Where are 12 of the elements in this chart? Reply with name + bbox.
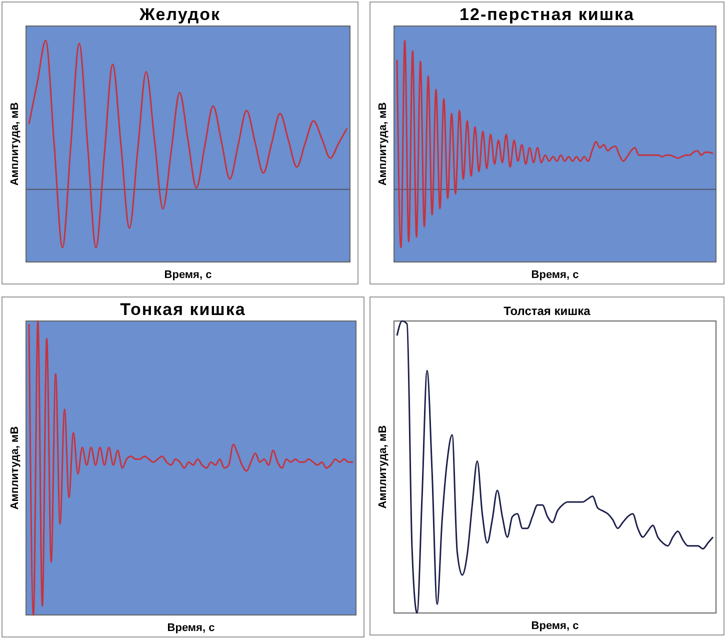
y-axis-title: Амплитуда, мВ (9, 102, 21, 186)
chart-title: Желудок (138, 5, 221, 24)
y-axis-title: Амплитуда, мВ (9, 426, 21, 510)
chart-title: Толстая кишка (504, 304, 591, 318)
y-axis-title: Амплитуда, мВ (377, 425, 389, 509)
x-axis-title: Время, с (164, 269, 212, 281)
chart-title: Тонкая кишка (120, 300, 246, 319)
x-axis-title: Время, с (531, 620, 579, 632)
x-axis-title: Время, с (531, 269, 579, 281)
chart-title: 12-перстная кишка (460, 5, 634, 24)
y-axis-title: Амплитуда, мВ (377, 102, 389, 186)
x-axis-title: Время, с (167, 622, 215, 634)
